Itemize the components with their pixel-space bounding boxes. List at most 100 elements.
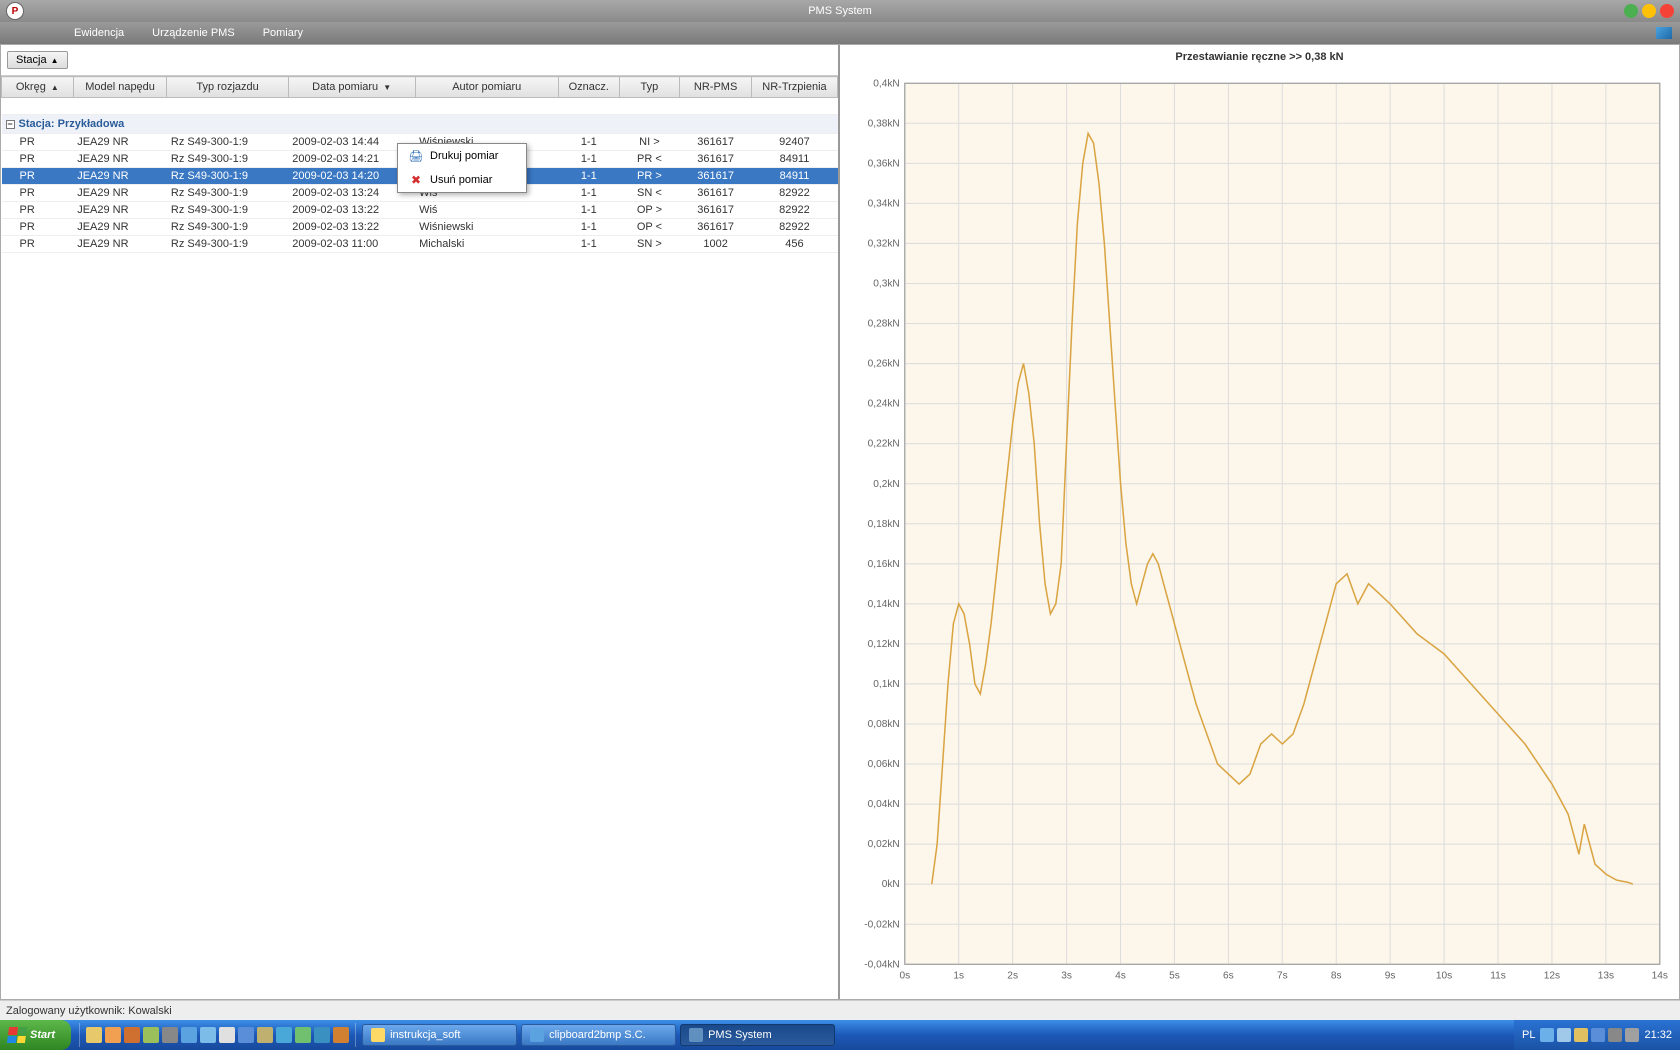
statusbar: Zalogowany użytkownik: Kowalski bbox=[0, 1000, 1680, 1020]
task-buttons: instrukcja_softclipboard2bmp S.C. PMS Sys… bbox=[362, 1024, 839, 1046]
quick-launch-icon[interactable] bbox=[276, 1027, 292, 1043]
systray-icons bbox=[1540, 1028, 1639, 1042]
context-menu-item[interactable]: 🖨 Drukuj pomiar bbox=[398, 144, 526, 168]
group-by-stacja-button[interactable]: Stacja ▲ bbox=[7, 51, 68, 69]
svg-text:12s: 12s bbox=[1544, 971, 1560, 982]
menu-ewidencja[interactable]: Ewidencja bbox=[60, 27, 138, 39]
svg-text:0,12kN: 0,12kN bbox=[868, 639, 900, 650]
context-menu-label: Usuń pomiar bbox=[430, 174, 492, 186]
column-header[interactable]: Model napędu bbox=[73, 77, 167, 98]
svg-text:0s: 0s bbox=[899, 971, 910, 982]
svg-text:0,06kN: 0,06kN bbox=[868, 759, 900, 770]
svg-text:3s: 3s bbox=[1061, 971, 1072, 982]
table-row[interactable]: PRJEA29 NRRz S49-300-1:92009-02-03 13:22… bbox=[2, 219, 838, 236]
task-label: PMS System bbox=[708, 1029, 772, 1041]
window-controls bbox=[1624, 4, 1674, 18]
systray-icon[interactable] bbox=[1540, 1028, 1554, 1042]
filter-row[interactable] bbox=[2, 98, 838, 115]
table-row[interactable]: PRJEA29 NRRz S49-300-1:92009-02-03 11:00… bbox=[2, 236, 838, 253]
sort-arrow-icon: ▲ bbox=[51, 56, 59, 65]
taskbar-task-button[interactable]: instrukcja_soft bbox=[362, 1024, 517, 1046]
column-header[interactable]: Typ rozjazdu bbox=[167, 77, 288, 98]
column-header[interactable]: NR-PMS bbox=[680, 77, 752, 98]
column-header[interactable]: NR-Trzpienia bbox=[751, 77, 837, 98]
context-menu-icon: ✖ bbox=[408, 172, 424, 188]
menubar-right-icon[interactable] bbox=[1656, 27, 1672, 39]
svg-text:0,4kN: 0,4kN bbox=[873, 78, 899, 89]
maximize-button[interactable] bbox=[1642, 4, 1656, 18]
measurements-table-wrap[interactable]: Okręg ▲Model napęduTyp rozjazduData pomi… bbox=[1, 76, 838, 999]
systray-icon[interactable] bbox=[1574, 1028, 1588, 1042]
svg-text:0,36kN: 0,36kN bbox=[868, 158, 900, 169]
close-button[interactable] bbox=[1660, 4, 1674, 18]
svg-text:0,28kN: 0,28kN bbox=[868, 319, 900, 330]
quick-launch-icon[interactable] bbox=[105, 1027, 121, 1043]
minimize-button[interactable] bbox=[1624, 4, 1638, 18]
context-menu-icon: 🖨 bbox=[408, 148, 424, 164]
svg-text:0,1kN: 0,1kN bbox=[873, 679, 899, 690]
group-row[interactable]: −Stacja: Przykładowa bbox=[2, 115, 838, 134]
start-button[interactable]: Start bbox=[0, 1020, 71, 1050]
column-header[interactable]: Oznacz. bbox=[558, 77, 619, 98]
table-header-row: Okręg ▲Model napęduTyp rozjazduData pomi… bbox=[2, 77, 838, 98]
column-header[interactable]: Autor pomiaru bbox=[415, 77, 558, 98]
svg-text:9s: 9s bbox=[1385, 971, 1396, 982]
quick-launch-icon[interactable] bbox=[124, 1027, 140, 1043]
context-menu-item[interactable]: ✖ Usuń pomiar bbox=[398, 168, 526, 192]
column-header[interactable]: Data pomiaru ▼ bbox=[288, 77, 415, 98]
taskbar-task-button[interactable]: PMS System bbox=[680, 1024, 835, 1046]
systray-icon[interactable] bbox=[1591, 1028, 1605, 1042]
svg-text:0,26kN: 0,26kN bbox=[868, 359, 900, 370]
systray-icon[interactable] bbox=[1608, 1028, 1622, 1042]
context-menu: 🖨 Drukuj pomiar ✖ Usuń pomiar bbox=[397, 143, 527, 193]
svg-text:-0,04kN: -0,04kN bbox=[864, 959, 899, 970]
window-title: PMS System bbox=[808, 5, 872, 17]
quick-launch-icon[interactable] bbox=[314, 1027, 330, 1043]
force-chart: -0,04kN-0,02kN0kN0,02kN0,04kN0,06kN0,08k… bbox=[844, 73, 1675, 995]
quick-launch-icon[interactable] bbox=[181, 1027, 197, 1043]
language-indicator[interactable]: PL bbox=[1522, 1029, 1535, 1041]
svg-text:0kN: 0kN bbox=[882, 879, 900, 890]
quick-launch-icon[interactable] bbox=[295, 1027, 311, 1043]
context-menu-label: Drukuj pomiar bbox=[430, 150, 498, 162]
svg-text:7s: 7s bbox=[1277, 971, 1288, 982]
main-area: Stacja ▲ Okręg ▲Model napęduTyp rozjazdu… bbox=[0, 44, 1680, 1000]
quick-launch-icon[interactable] bbox=[86, 1027, 102, 1043]
collapse-icon[interactable]: − bbox=[6, 120, 15, 129]
systray-icon[interactable] bbox=[1557, 1028, 1571, 1042]
menu-urządzenie pms[interactable]: Urządzenie PMS bbox=[138, 27, 249, 39]
left-pane: Stacja ▲ Okręg ▲Model napęduTyp rozjazdu… bbox=[1, 45, 840, 999]
quick-launch-icon[interactable] bbox=[143, 1027, 159, 1043]
svg-text:0,24kN: 0,24kN bbox=[868, 399, 900, 410]
app-logo-icon: P bbox=[6, 2, 24, 20]
titlebar: P PMS System bbox=[0, 0, 1680, 22]
system-tray: PL 21:32 bbox=[1514, 1020, 1680, 1050]
column-header[interactable]: Okręg ▲ bbox=[2, 77, 74, 98]
svg-text:0,08kN: 0,08kN bbox=[868, 719, 900, 730]
svg-text:8s: 8s bbox=[1331, 971, 1342, 982]
chart-container: -0,04kN-0,02kN0kN0,02kN0,04kN0,06kN0,08k… bbox=[844, 73, 1675, 995]
quick-launch-icon[interactable] bbox=[333, 1027, 349, 1043]
quick-launch-icon[interactable] bbox=[219, 1027, 235, 1043]
menu-pomiary[interactable]: Pomiary bbox=[249, 27, 317, 39]
svg-text:0,32kN: 0,32kN bbox=[868, 238, 900, 249]
svg-text:0,22kN: 0,22kN bbox=[868, 439, 900, 450]
taskbar-task-button[interactable]: clipboard2bmp S.C. bbox=[521, 1024, 676, 1046]
quick-launch-tray bbox=[79, 1023, 356, 1047]
svg-text:1s: 1s bbox=[953, 971, 964, 982]
svg-text:-0,02kN: -0,02kN bbox=[864, 919, 899, 930]
svg-text:0,3kN: 0,3kN bbox=[873, 279, 899, 290]
quick-launch-icon[interactable] bbox=[238, 1027, 254, 1043]
chart-title: Przestawianie ręczne >> 0,38 kN bbox=[840, 45, 1679, 69]
task-icon bbox=[530, 1028, 544, 1042]
column-header[interactable]: Typ bbox=[619, 77, 680, 98]
start-label: Start bbox=[30, 1029, 55, 1041]
systray-icon[interactable] bbox=[1625, 1028, 1639, 1042]
quick-launch-icon[interactable] bbox=[257, 1027, 273, 1043]
svg-text:10s: 10s bbox=[1436, 971, 1452, 982]
svg-text:4s: 4s bbox=[1115, 971, 1126, 982]
table-row[interactable]: PRJEA29 NRRz S49-300-1:92009-02-03 13:22… bbox=[2, 202, 838, 219]
quick-launch-icon[interactable] bbox=[162, 1027, 178, 1043]
svg-text:5s: 5s bbox=[1169, 971, 1180, 982]
quick-launch-icon[interactable] bbox=[200, 1027, 216, 1043]
